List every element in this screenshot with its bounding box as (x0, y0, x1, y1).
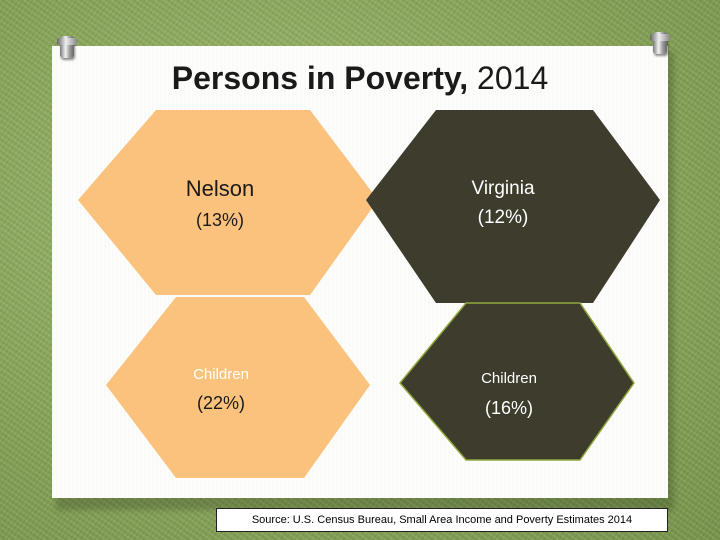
hexagon-virginia-persons (366, 110, 660, 303)
pushpin-icon (57, 36, 77, 58)
page-title: Persons in Poverty, 2014 (52, 60, 668, 97)
nelson-children-percent: (22%) (196, 393, 245, 413)
nelson-percent: (13%) (195, 210, 244, 230)
pushpin-icon (650, 32, 670, 54)
hexagon-virginia-children (399, 302, 635, 461)
hexagon-nelson-persons (78, 110, 378, 295)
virginia-name: Virginia (471, 178, 535, 199)
virginia-children-label: Children (481, 370, 537, 387)
source-note: Source: U.S. Census Bureau, Small Area I… (216, 508, 668, 532)
hexagon-nelson-children (106, 297, 370, 478)
title-main: Persons in Poverty, (171, 60, 469, 96)
virginia-percent: (12%) (477, 207, 529, 228)
nelson-children-label: Children (193, 366, 249, 383)
nelson-name: Nelson (185, 176, 255, 201)
virginia-children-percent: (16%) (484, 398, 533, 418)
title-year: 2014 (477, 60, 549, 96)
